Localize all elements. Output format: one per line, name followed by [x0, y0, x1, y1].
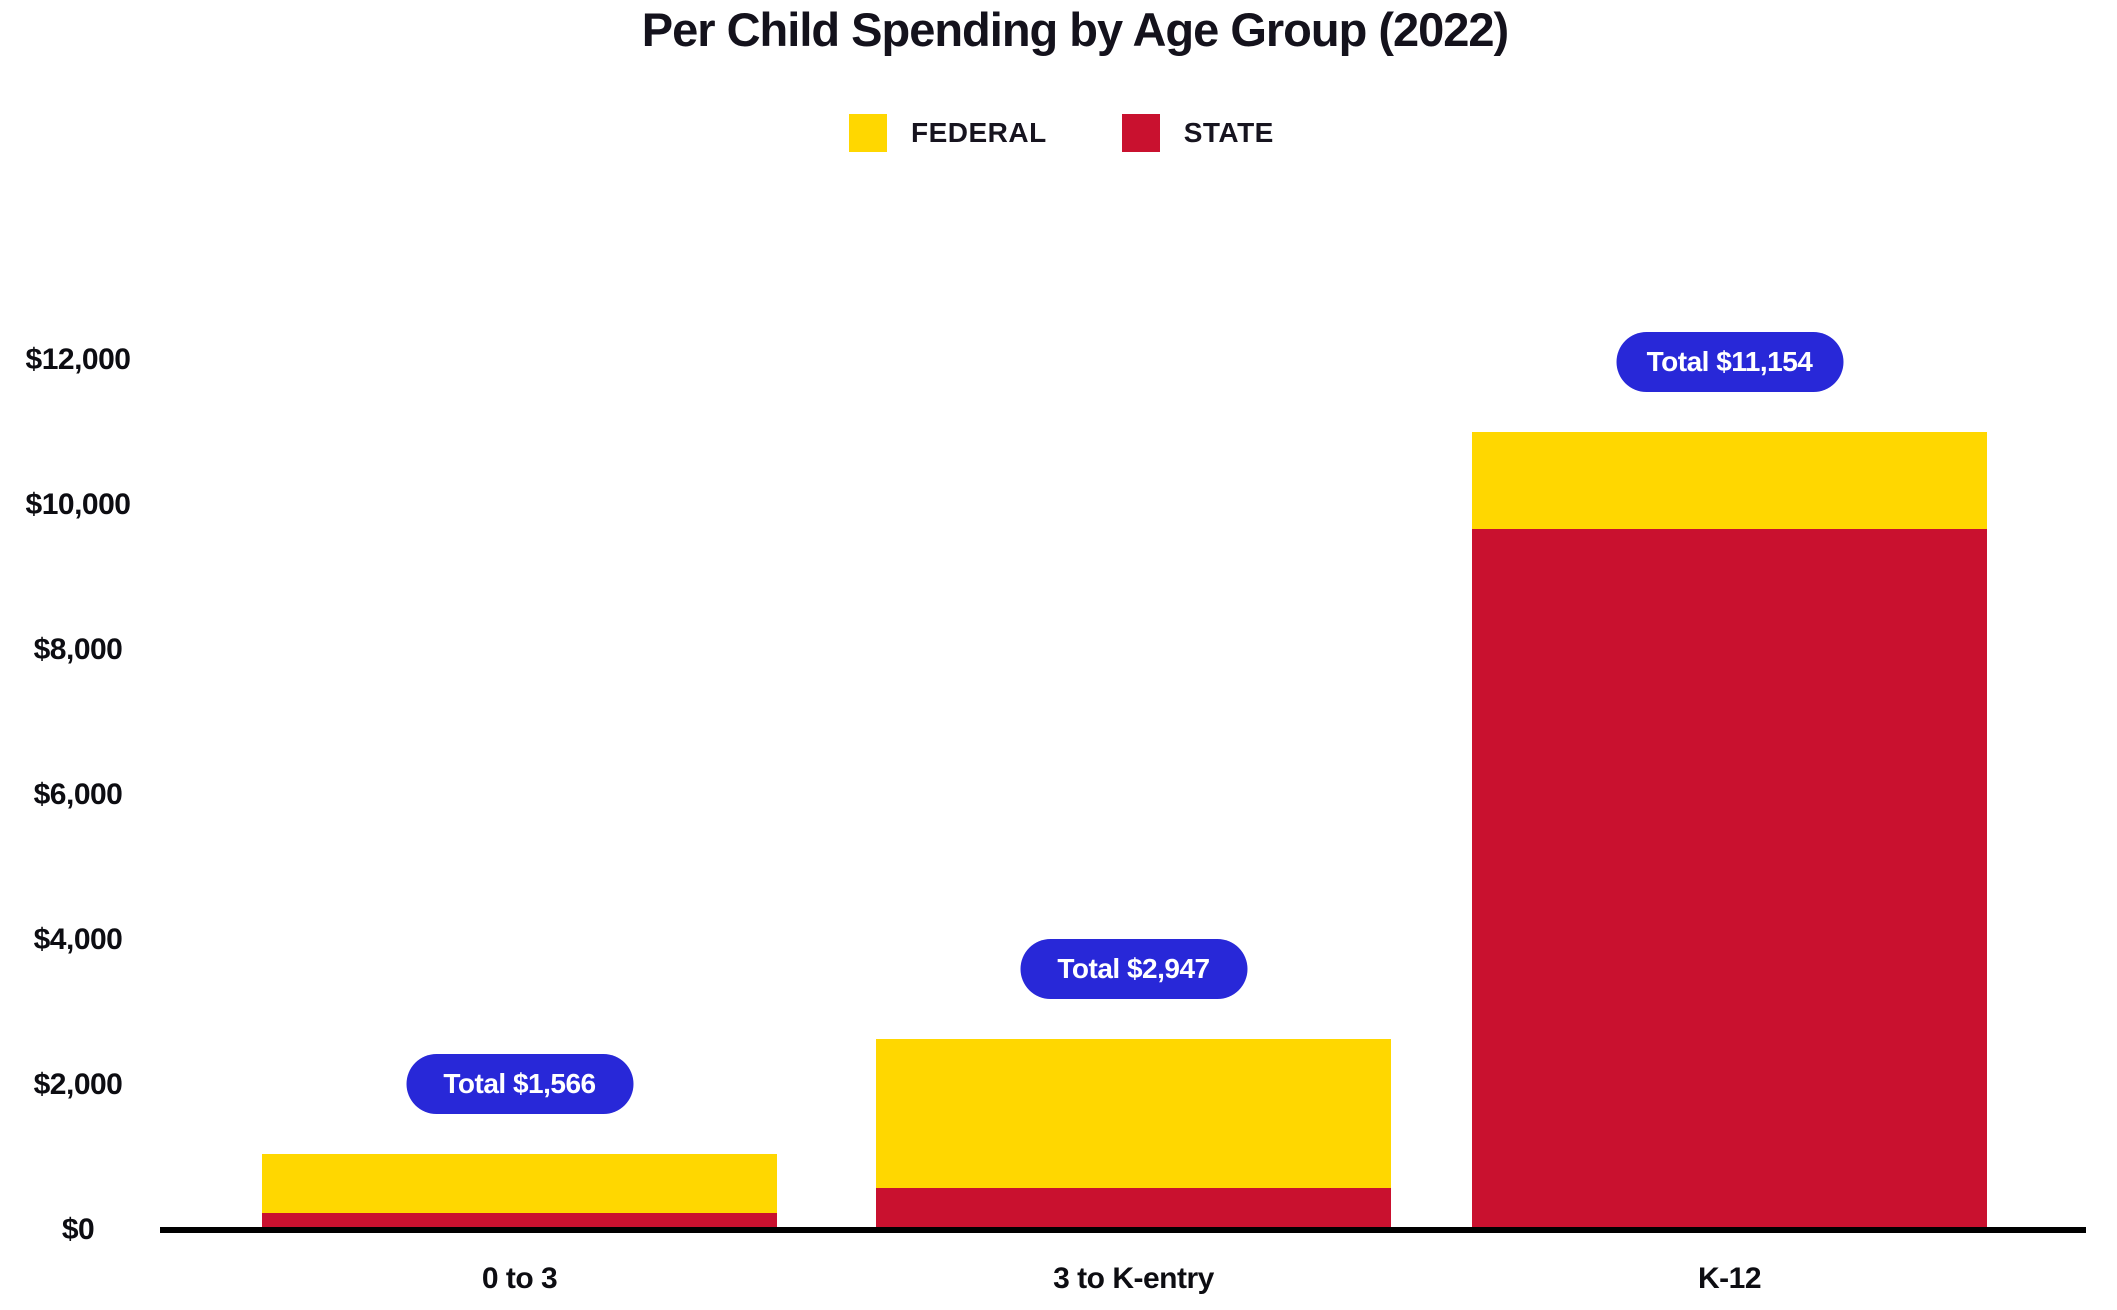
y-tick-label-8000: $8,000: [33, 633, 123, 666]
total-badge-text: Total $2,947: [1057, 952, 1210, 984]
legend-label-state: STATE: [1183, 116, 1274, 148]
category-label: 3 to K-entry: [1053, 1262, 1214, 1295]
total-badge-text: Total $11,154: [1646, 345, 1813, 377]
y-tick-label-2000: $2,000: [33, 1068, 123, 1101]
y-tick-label-6000: $6,000: [33, 778, 123, 811]
y-tick-label-4000: $4,000: [33, 923, 123, 956]
x-axis-line: [160, 1227, 2086, 1233]
federal-swatch-icon: [849, 113, 887, 152]
bar-group-3-to-k-entry: [876, 0, 1391, 1233]
bar-segment-federal: [262, 1153, 777, 1213]
y-tick-label-0: $0: [61, 1213, 95, 1246]
state-swatch-icon: [1121, 113, 1160, 152]
bar-segment-federal: [876, 1038, 1391, 1188]
total-badge: Total $2,947: [1020, 938, 1247, 999]
bar-segment-federal: [1472, 431, 1987, 529]
category-label: 0 to 3: [481, 1262, 558, 1295]
total-badge-text: Total $1,566: [443, 1067, 596, 1099]
total-badge: Total $1,566: [406, 1053, 633, 1114]
legend-label-federal: FEDERAL: [911, 116, 1047, 148]
y-tick-label-10000: $10,000: [25, 488, 131, 521]
chart-title: Per Child Spending by Age Group (2022): [641, 3, 1509, 56]
legend-item-state: STATE: [1121, 113, 1274, 152]
legend: FEDERAL STATE: [849, 113, 1274, 152]
bar-group-k-12: [1472, 0, 1987, 1233]
bar-segment-state: [876, 1187, 1391, 1233]
bar-group-0-to-3: [262, 0, 777, 1233]
total-badge: Total $11,154: [1616, 331, 1843, 392]
category-label: K-12: [1697, 1262, 1762, 1295]
y-tick-label-12000: $12,000: [25, 343, 131, 376]
bar-segment-state: [1472, 528, 1987, 1233]
legend-item-federal: FEDERAL: [849, 113, 1047, 152]
